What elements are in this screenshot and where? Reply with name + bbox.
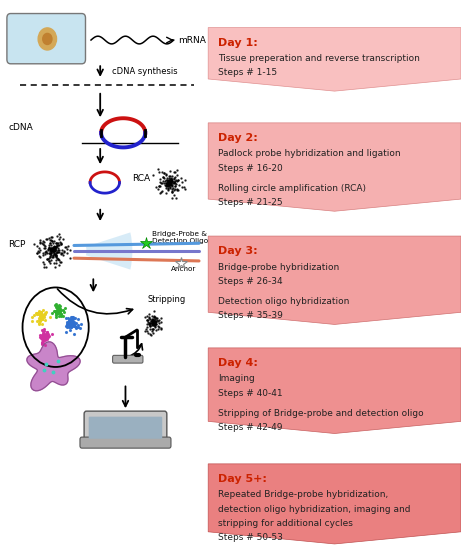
Text: Day 4:: Day 4: [219,358,258,368]
Text: Day 5+:: Day 5+: [219,474,267,484]
Text: Repeated Bridge-probe hybridization,: Repeated Bridge-probe hybridization, [219,491,389,500]
Text: cDNA: cDNA [8,123,33,132]
Text: stripping for additional cycles: stripping for additional cycles [219,519,353,528]
Wedge shape [86,233,132,270]
Text: Steps # 50-53: Steps # 50-53 [219,533,283,542]
Text: Steps # 16-20: Steps # 16-20 [219,164,283,173]
Text: Anchor: Anchor [172,266,197,273]
Text: Rolling circle amplification (RCA): Rolling circle amplification (RCA) [219,184,366,193]
Text: RCP: RCP [8,240,26,249]
Polygon shape [208,28,461,91]
Text: Tissue preperation and reverse transcription: Tissue preperation and reverse transcrip… [219,54,420,63]
Text: Imaging: Imaging [219,375,255,384]
FancyBboxPatch shape [7,13,85,64]
Text: Day 1:: Day 1: [219,38,258,48]
Text: cDNA synthesis: cDNA synthesis [112,67,177,76]
Polygon shape [208,464,461,544]
FancyBboxPatch shape [89,417,162,439]
Text: Bridge-Probe &: Bridge-Probe & [152,231,207,236]
Polygon shape [27,342,80,391]
Text: Steps # 40-41: Steps # 40-41 [219,388,283,398]
Circle shape [38,28,56,50]
Text: Day 2:: Day 2: [219,133,258,143]
Text: mRNA: mRNA [178,36,206,44]
Text: RCA: RCA [132,174,150,183]
Text: Detection oligo hybridization: Detection oligo hybridization [219,297,350,306]
Polygon shape [208,236,461,325]
Circle shape [43,33,52,44]
FancyBboxPatch shape [80,437,171,448]
Text: Detection Oligo: Detection Oligo [152,238,208,244]
Text: detection oligo hybridization, imaging and: detection oligo hybridization, imaging a… [219,504,411,514]
Text: Steps # 21-25: Steps # 21-25 [219,198,283,207]
Text: Steps # 26-34: Steps # 26-34 [219,277,283,286]
Text: Stripping: Stripping [147,295,186,304]
Text: Steps # 35-39: Steps # 35-39 [219,311,283,320]
Text: Padlock probe hybridization and ligation: Padlock probe hybridization and ligation [219,149,401,158]
Text: Bridge-probe hybridization: Bridge-probe hybridization [219,263,339,271]
FancyBboxPatch shape [113,355,143,363]
Polygon shape [208,123,461,211]
Text: Day 3:: Day 3: [219,246,258,256]
FancyBboxPatch shape [84,411,167,443]
Text: Steps # 1-15: Steps # 1-15 [219,68,277,78]
Text: Steps # 42-49: Steps # 42-49 [219,423,283,432]
Polygon shape [208,348,461,433]
Text: Stripping of Bridge-probe and detection oligo: Stripping of Bridge-probe and detection … [219,408,424,418]
